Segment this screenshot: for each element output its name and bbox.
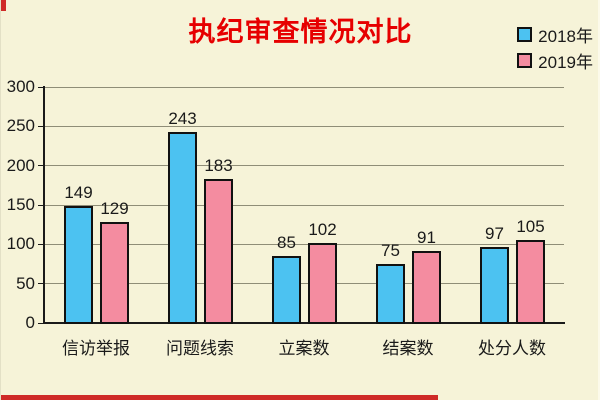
x-axis-label: 结案数	[382, 339, 434, 358]
legend-swatch-icon	[517, 52, 533, 68]
y-gridline	[45, 243, 564, 245]
legend-label: 2019年	[538, 52, 593, 72]
right-edge-highlight	[598, 0, 600, 400]
bar-2018-2	[272, 256, 301, 324]
y-axis-tick	[38, 243, 44, 245]
y-axis-tick-label: 100	[6, 234, 35, 254]
bar-value-label: 105	[516, 217, 545, 236]
y-gridline	[45, 86, 564, 88]
bar-value-label: 129	[100, 199, 129, 218]
bar-2018-4	[480, 247, 509, 324]
y-axis-line	[43, 86, 45, 324]
legend: 2018年 2019年	[517, 23, 593, 72]
bar-value-label: 183	[204, 156, 233, 175]
legend-item-2018: 2018年	[517, 23, 593, 46]
legend-swatch-icon	[517, 26, 533, 42]
legend-item-2019: 2019年	[517, 49, 593, 72]
bar-value-label: 91	[417, 228, 436, 247]
bar-2019-0	[100, 222, 129, 324]
y-axis-tick-label: 50	[16, 273, 35, 293]
x-axis-label: 信访举报	[62, 339, 130, 358]
x-axis-label: 处分人数	[478, 339, 546, 358]
chart-title: 执纪审查情况对比	[188, 17, 413, 47]
y-gridline	[45, 165, 564, 167]
y-axis-tick	[38, 86, 44, 88]
bar-2018-3	[376, 264, 405, 324]
bar-2019-3	[412, 251, 441, 324]
x-axis-label: 问题线索	[166, 339, 234, 358]
bottom-red-strip	[1, 395, 438, 400]
y-axis-tick	[38, 165, 44, 167]
bar-2019-2	[308, 243, 337, 324]
y-gridline	[45, 283, 564, 285]
y-axis-tick-label: 200	[6, 155, 35, 175]
y-axis-tick	[38, 283, 44, 285]
bar-value-label: 75	[381, 241, 400, 260]
bar-value-label: 149	[64, 183, 93, 202]
y-axis-tick	[38, 322, 44, 324]
y-axis-tick-label: 300	[6, 77, 35, 96]
x-axis-label: 立案数	[278, 339, 330, 358]
bar-2018-0	[64, 206, 93, 324]
y-axis-tick-label: 150	[6, 195, 35, 214]
bar-2019-4	[516, 240, 545, 324]
bar-value-label: 243	[168, 109, 197, 128]
bar-2018-1	[168, 132, 197, 324]
y-axis-tick-label: 0	[25, 313, 35, 332]
x-axis-line	[43, 322, 565, 324]
corner-accent-mark	[1, 0, 6, 11]
y-gridline	[45, 125, 564, 127]
bar-2019-1	[204, 179, 233, 324]
y-axis-tick	[38, 204, 44, 206]
legend-label: 2018年	[538, 26, 593, 46]
y-axis-tick	[38, 125, 44, 127]
y-gridline	[45, 204, 564, 206]
bar-value-label: 102	[308, 220, 337, 239]
bar-value-label: 97	[485, 224, 504, 243]
bar-value-label: 85	[277, 233, 296, 252]
y-axis-tick-label: 250	[6, 116, 35, 136]
